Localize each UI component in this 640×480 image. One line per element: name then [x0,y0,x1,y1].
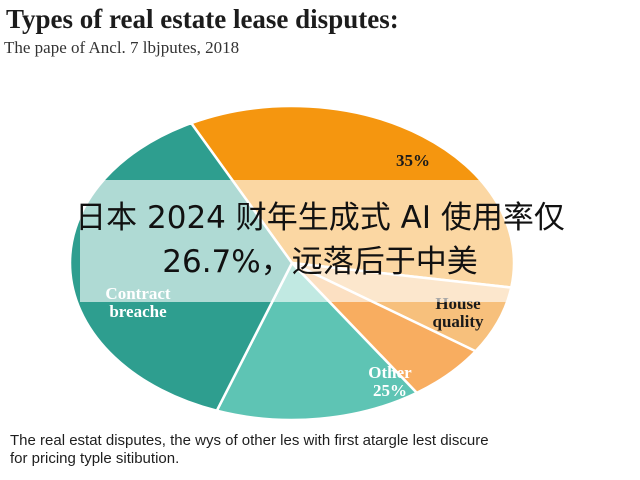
chart-title: Types of real estate lease disputes: [6,4,399,34]
overlay-line-2: 26.7%，远落后于中美 [162,244,478,280]
chart-caption: The real estat disputes, the wys of othe… [10,432,635,468]
overlay-band [80,180,520,302]
pie-slice-3 [214,260,419,422]
slice-label-3: Other 25% [368,363,412,400]
overlay-line-1: 日本 2024 财年生成式 AI 使用率仅 [75,200,565,236]
slice-label-0: 35% [396,151,430,170]
caption-line-2: for pricing typle sitibution. [10,450,180,467]
caption-line-1: The real estat disputes, the wys of othe… [10,432,489,449]
chart-subtitle: The pape of Ancl. 7 lbjputes, 2018 [4,38,240,57]
overlay-headline: 日本 2024 财年生成式 AI 使用率仅 26.7%，远落后于中美 [0,196,640,284]
